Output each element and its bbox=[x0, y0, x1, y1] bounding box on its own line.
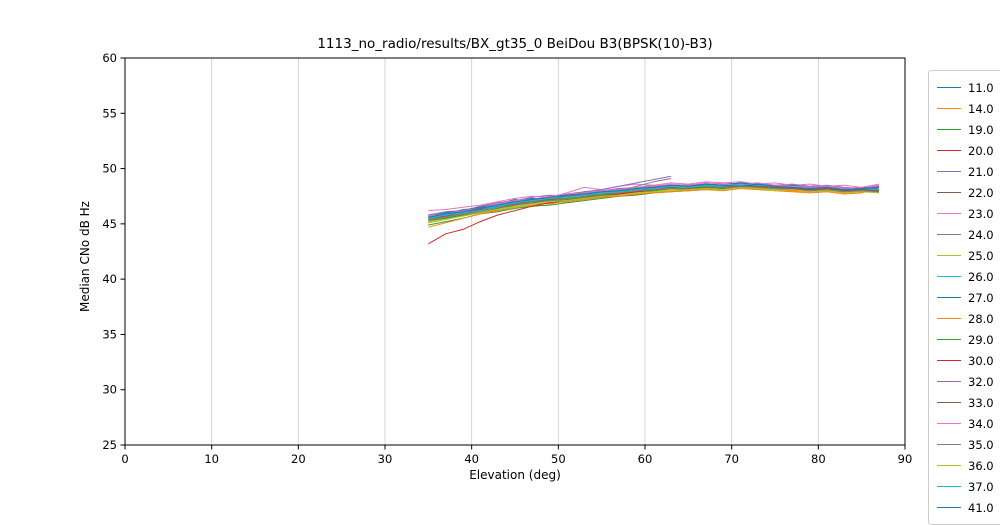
series-line-41.0 bbox=[428, 183, 880, 218]
legend-label: 28.0 bbox=[968, 311, 994, 326]
legend-item: 21.0 bbox=[937, 161, 1000, 182]
legend-item: 27.0 bbox=[937, 287, 1000, 308]
legend-item: 34.0 bbox=[937, 413, 1000, 434]
legend-item: 35.0 bbox=[937, 434, 1000, 455]
legend-item: 41.0 bbox=[937, 497, 1000, 518]
series-line-28.0 bbox=[428, 188, 880, 228]
legend-item: 36.0 bbox=[937, 455, 1000, 476]
axes-box bbox=[124, 57, 906, 446]
legend-item: 14.0 bbox=[937, 98, 1000, 119]
series-line-30.0 bbox=[428, 184, 880, 245]
legend-label: 22.0 bbox=[968, 185, 994, 200]
x-tick-label: 40 bbox=[464, 452, 479, 466]
legend-item: 11.0 bbox=[937, 77, 1000, 98]
legend-line-swatch bbox=[937, 129, 961, 130]
legend-item: 28.0 bbox=[937, 308, 1000, 329]
x-tick-label: 60 bbox=[638, 452, 653, 466]
legend-label: 19.0 bbox=[968, 122, 994, 137]
legend-label: 21.0 bbox=[968, 164, 994, 179]
series-line-35.0 bbox=[428, 185, 880, 220]
x-tick-label: 80 bbox=[811, 452, 826, 466]
legend-item: 29.0 bbox=[937, 329, 1000, 350]
legend-item: 20.0 bbox=[937, 140, 1000, 161]
legend-item: 23.0 bbox=[937, 203, 1000, 224]
y-tick-label: 50 bbox=[102, 162, 117, 176]
legend-label: 37.0 bbox=[968, 479, 994, 494]
y-tick-label: 40 bbox=[102, 272, 117, 286]
legend-label: 34.0 bbox=[968, 416, 994, 431]
x-tick-label: 0 bbox=[121, 452, 128, 466]
legend-label: 36.0 bbox=[968, 458, 994, 473]
legend-line-swatch bbox=[937, 402, 961, 403]
legend-label: 41.0 bbox=[968, 500, 994, 515]
legend-label: 20.0 bbox=[968, 143, 994, 158]
legend-line-swatch bbox=[937, 507, 961, 508]
legend-label: 24.0 bbox=[968, 227, 994, 242]
x-tick-label: 50 bbox=[551, 452, 566, 466]
x-tick-label: 10 bbox=[204, 452, 219, 466]
legend-label: 35.0 bbox=[968, 437, 994, 452]
legend-line-swatch bbox=[937, 486, 961, 487]
legend-item: 33.0 bbox=[937, 392, 1000, 413]
legend-label: 14.0 bbox=[968, 101, 994, 116]
legend-line-swatch bbox=[937, 276, 961, 277]
legend-label: 23.0 bbox=[968, 206, 994, 221]
y-tick-label: 30 bbox=[102, 383, 117, 397]
legend-line-swatch bbox=[937, 360, 961, 361]
x-tick-label: 30 bbox=[378, 452, 393, 466]
legend-label: 27.0 bbox=[968, 290, 994, 305]
legend: 11.0 14.0 19.0 20.0 21.0 22.0 23.0 24.0 25.0 26.0… bbox=[928, 70, 1000, 525]
y-axis-label: Median CNo dB Hz bbox=[78, 201, 92, 312]
plot-area: 0 10 20 30 40 50 60 70 80 90 25 30 35 40 45 50 55 60 bbox=[102, 51, 913, 466]
legend-item: 26.0 bbox=[937, 266, 1000, 287]
y-tick-label: 25 bbox=[102, 438, 117, 452]
legend-line-swatch bbox=[937, 444, 961, 445]
legend-line-swatch bbox=[937, 423, 961, 424]
legend-label: 30.0 bbox=[968, 353, 994, 368]
legend-label: 32.0 bbox=[968, 374, 994, 389]
x-tick-label: 70 bbox=[724, 452, 739, 466]
legend-label: 26.0 bbox=[968, 269, 994, 284]
y-tick-label: 60 bbox=[102, 51, 117, 65]
legend-line-swatch bbox=[937, 234, 961, 235]
x-tick-label: 90 bbox=[898, 452, 913, 466]
legend-line-swatch bbox=[937, 339, 961, 340]
legend-item: 25.0 bbox=[937, 245, 1000, 266]
legend-line-swatch bbox=[937, 213, 961, 214]
legend-line-swatch bbox=[937, 255, 961, 256]
legend-line-swatch bbox=[937, 381, 961, 382]
legend-item: 19.0 bbox=[937, 119, 1000, 140]
legend-label: 25.0 bbox=[968, 248, 994, 263]
legend-line-swatch bbox=[937, 171, 961, 172]
legend-label: 33.0 bbox=[968, 395, 994, 410]
legend-item: 24.0 bbox=[937, 224, 1000, 245]
x-tick-label: 20 bbox=[291, 452, 306, 466]
legend-line-swatch bbox=[937, 150, 961, 151]
y-tick-label: 55 bbox=[102, 106, 117, 120]
legend-line-swatch bbox=[937, 465, 961, 466]
legend-label: 29.0 bbox=[968, 332, 994, 347]
legend-item: 32.0 bbox=[937, 371, 1000, 392]
legend-label: 11.0 bbox=[968, 80, 994, 95]
chart-title: 1113_no_radio/results/BX_gt35_0 BeiDou B… bbox=[317, 36, 713, 52]
legend-item: 37.0 bbox=[937, 476, 1000, 497]
legend-line-swatch bbox=[937, 297, 961, 298]
series-line-36.0 bbox=[428, 186, 880, 224]
legend-line-swatch bbox=[937, 318, 961, 319]
y-tick-label: 45 bbox=[102, 217, 117, 231]
series-line-34.0 bbox=[428, 182, 880, 217]
legend-line-swatch bbox=[937, 108, 961, 109]
legend-line-swatch bbox=[937, 192, 961, 193]
legend-item: 30.0 bbox=[937, 350, 1000, 371]
legend-line-swatch bbox=[937, 87, 961, 88]
x-axis-label: Elevation (deg) bbox=[469, 468, 561, 482]
legend-item: 22.0 bbox=[937, 182, 1000, 203]
series-line-23.0 bbox=[428, 181, 880, 212]
y-tick-label: 35 bbox=[102, 327, 117, 341]
